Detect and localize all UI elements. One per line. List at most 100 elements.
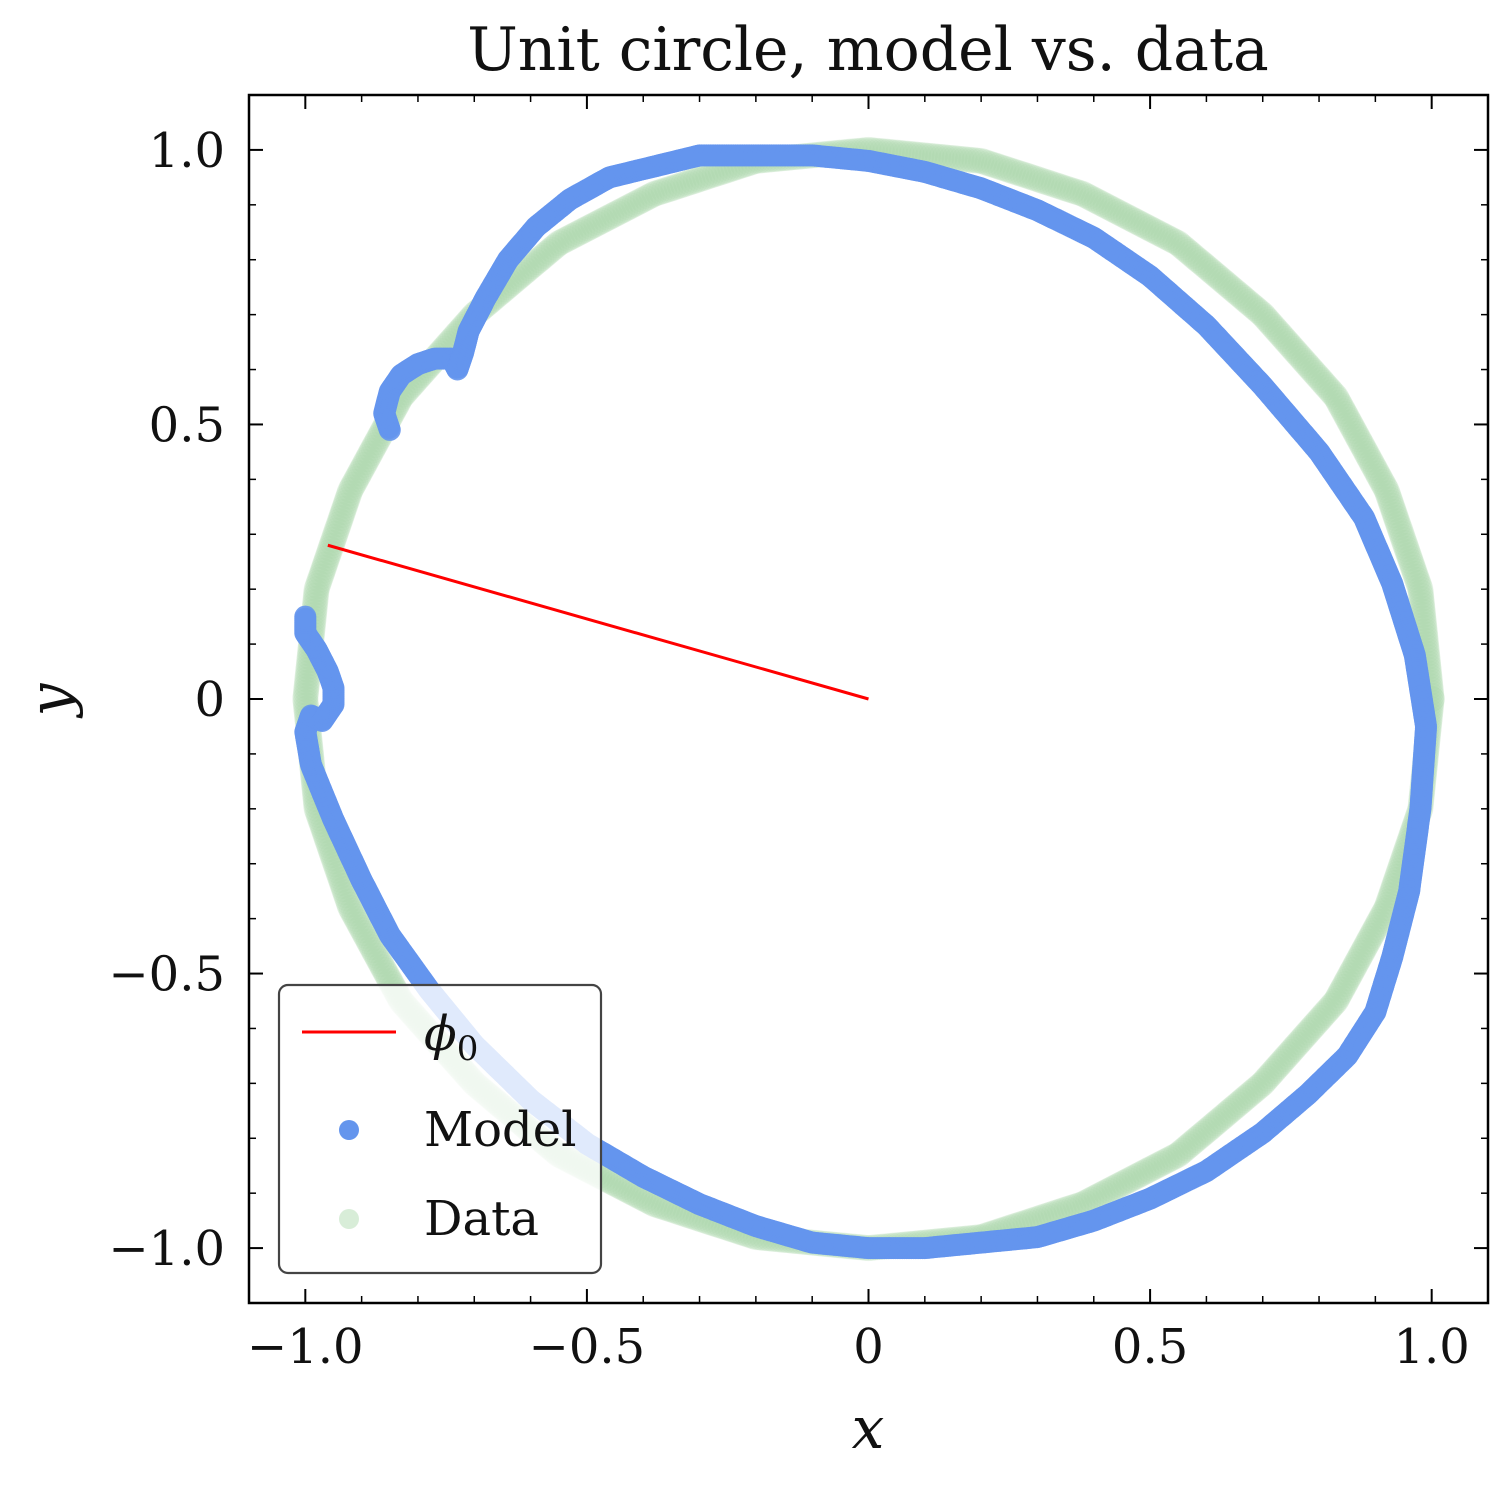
data-point	[303, 579, 330, 606]
data-point	[1072, 182, 1099, 209]
data-point	[1342, 951, 1369, 978]
data-point	[571, 216, 598, 243]
data-point	[1316, 376, 1343, 403]
x-tick-label: 0	[853, 1319, 884, 1375]
data-point	[354, 446, 381, 473]
x-tick-label: 1.0	[1394, 1319, 1470, 1375]
model-point	[294, 605, 317, 628]
data-point	[515, 255, 542, 282]
data-point	[332, 879, 359, 906]
data-point	[323, 517, 350, 544]
data-point	[1197, 1114, 1224, 1141]
data-point	[1286, 342, 1313, 369]
data-point	[1227, 282, 1254, 309]
data-point	[592, 206, 619, 233]
data-point	[1267, 321, 1293, 347]
data-point	[1072, 1189, 1099, 1216]
data-point	[1237, 1080, 1264, 1107]
data-point	[316, 539, 343, 566]
data-point	[1015, 163, 1042, 190]
data-point	[1370, 900, 1397, 927]
data-point	[1401, 557, 1428, 584]
data-point	[1142, 1153, 1168, 1180]
data-point	[343, 906, 370, 932]
data-point	[1326, 982, 1352, 1009]
data-point	[1234, 289, 1261, 315]
data-point	[1347, 429, 1374, 456]
data-point	[1251, 1067, 1278, 1094]
data-point	[335, 888, 362, 915]
data-point	[1359, 920, 1386, 947]
data-point	[1320, 990, 1347, 1017]
data-point	[1192, 1118, 1219, 1145]
data-point	[600, 201, 627, 228]
data-point	[1104, 198, 1131, 225]
data-point	[530, 242, 557, 269]
data-point	[1282, 1034, 1308, 1060]
data-point	[618, 192, 645, 219]
data-point	[1305, 364, 1332, 391]
data-point	[1224, 280, 1251, 307]
data-point	[1307, 367, 1334, 393]
data-point	[354, 925, 381, 952]
data-point	[333, 489, 360, 516]
data-point	[1200, 259, 1226, 286]
data-point	[328, 502, 355, 529]
data-point	[977, 151, 1004, 177]
data-point	[1232, 286, 1259, 313]
data-point	[1162, 1143, 1189, 1170]
x-tick-label: 0.5	[1112, 1319, 1188, 1375]
data-point	[304, 573, 331, 600]
data-point	[1383, 505, 1410, 532]
data-point	[1307, 1005, 1334, 1031]
data-point	[987, 154, 1014, 181]
data-point	[1338, 959, 1365, 986]
legend-box	[277, 983, 603, 1275]
data-point	[518, 253, 545, 280]
data-point	[1374, 480, 1401, 507]
data-point	[603, 200, 630, 227]
data-point	[1133, 1158, 1160, 1185]
data-point	[1271, 1046, 1298, 1073]
data-point	[325, 511, 352, 538]
data-point	[1205, 263, 1231, 290]
data-point	[1361, 917, 1388, 944]
data-point	[1089, 1180, 1116, 1207]
data-point	[1297, 1017, 1324, 1044]
data-point	[1290, 1024, 1317, 1051]
data-point	[1232, 1085, 1259, 1112]
data-point	[586, 209, 613, 236]
data-point	[1258, 311, 1285, 338]
data-point	[1386, 514, 1413, 541]
data-point	[1121, 1164, 1148, 1191]
data-point	[1369, 468, 1395, 495]
data-point	[334, 486, 361, 513]
data-point	[1322, 384, 1349, 410]
data-point	[1092, 192, 1119, 219]
phi0-marks	[327, 543, 869, 701]
data-point	[1187, 1122, 1214, 1149]
data-point	[294, 663, 321, 690]
data-point	[1380, 495, 1406, 522]
data-point	[1367, 466, 1394, 492]
data-point	[1282, 338, 1308, 364]
data-point	[621, 191, 648, 218]
data-point	[1182, 245, 1209, 271]
data-point	[1207, 265, 1234, 292]
data-point	[528, 245, 555, 271]
data-point	[369, 954, 396, 981]
data-point	[635, 183, 662, 210]
data-point	[1177, 240, 1204, 267]
data-point	[1284, 340, 1311, 367]
data-point	[1150, 222, 1177, 249]
data-point	[342, 903, 368, 930]
data-point	[1408, 585, 1435, 612]
data-point	[332, 492, 359, 519]
data-point	[1333, 403, 1360, 430]
data-point	[293, 673, 320, 700]
data-point	[1339, 415, 1366, 442]
data-point	[1410, 602, 1437, 628]
data-point	[1391, 529, 1418, 556]
data-point	[1075, 183, 1102, 210]
data-point	[309, 557, 336, 584]
